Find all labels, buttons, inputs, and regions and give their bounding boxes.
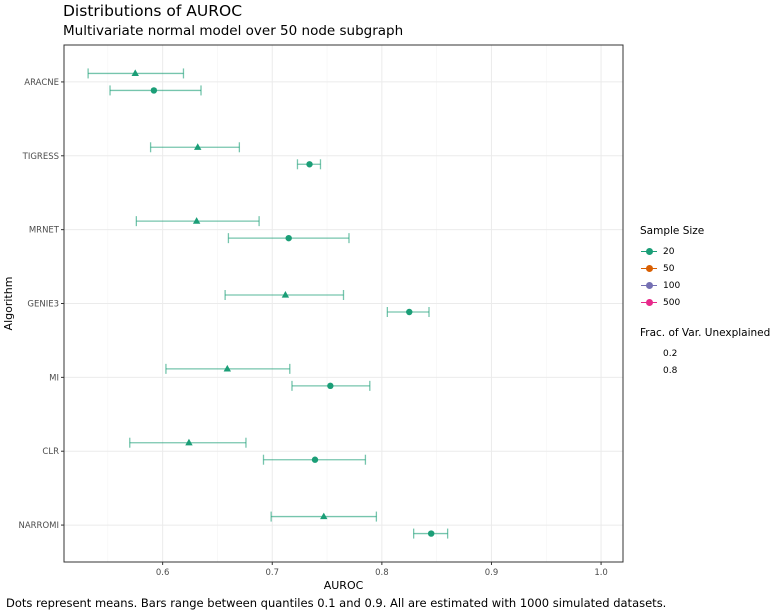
legend-item-50: 50 <box>640 260 770 277</box>
legend-label-frac-08: 0.8 <box>663 365 678 376</box>
legend-key-500 <box>640 294 658 311</box>
legend-key-frac-08 <box>640 362 658 379</box>
chart-marks <box>87 68 449 539</box>
mean-point-narromi <box>427 530 435 537</box>
mean-point-genie3 <box>406 308 413 316</box>
legend-title-sample-size: Sample Size <box>640 225 705 237</box>
y-tick-label-tigress: TIGRESS <box>22 152 59 162</box>
y-tick-label-mi: MI <box>49 373 59 383</box>
x-tick-label: 1.0 <box>594 568 608 578</box>
series-frac-0.8 <box>87 68 378 522</box>
legend-item-20: 20 <box>640 243 770 260</box>
legend-item-frac-08: 0.8 <box>640 362 770 379</box>
legend-title-frac: Frac. of Var. Unexplained <box>640 327 771 339</box>
chart-title: Distributions of AUROC <box>63 2 243 20</box>
legend-label-20: 20 <box>663 246 675 257</box>
legend-key-frac-02 <box>640 345 658 362</box>
mean-point-clr <box>185 438 193 446</box>
grid <box>64 45 623 562</box>
x-tick-label: 0.8 <box>375 568 389 578</box>
legend-key-20 <box>640 243 658 260</box>
legend-frac-section: Frac. of Var. Unexplained 0.2 0.8 <box>640 327 770 379</box>
y-tick-label-aracne: ARACNE <box>24 78 59 88</box>
chart-subtitle: Multivariate normal model over 50 node s… <box>63 23 404 39</box>
x-axis-label: AUROC <box>324 579 364 592</box>
legend-key-100 <box>640 277 658 294</box>
mean-point-mi <box>223 364 232 372</box>
x-tick-label: 0.9 <box>485 568 499 578</box>
mean-point-mi <box>327 382 334 390</box>
legend: Sample Size 20 50 100 500 Frac. of Var. … <box>640 225 770 379</box>
legend-item-500: 500 <box>640 294 770 311</box>
x-axis: 0.6 0.7 0.8 0.9 1.0 <box>156 562 608 578</box>
mean-point-mrnet <box>192 217 201 224</box>
x-tick-label: 0.6 <box>156 568 170 578</box>
mean-point-mrnet <box>285 234 292 242</box>
legend-item-frac-02: 0.2 <box>640 345 770 362</box>
mean-point-narromi <box>320 512 328 520</box>
y-axis: ARACNE TIGRESS MRNET GENIE3 MI CLR NARROMI <box>18 78 64 531</box>
chart-caption: Dots represent means. Bars range between… <box>6 596 667 610</box>
legend-label-50: 50 <box>663 263 675 274</box>
mean-point-genie3 <box>281 291 290 298</box>
mean-point-aracne <box>150 87 158 94</box>
y-tick-label-clr: CLR <box>42 447 59 457</box>
legend-label-500: 500 <box>663 297 681 308</box>
mean-point-tigress <box>194 143 202 150</box>
y-tick-label-mrnet: MRNET <box>29 226 60 236</box>
y-tick-label-genie3: GENIE3 <box>27 300 59 310</box>
legend-label-frac-02: 0.2 <box>663 348 678 359</box>
legend-sample-size-items: 20 50 100 500 <box>640 243 770 311</box>
y-axis-label: Algorithm <box>2 277 15 331</box>
legend-item-100: 100 <box>640 277 770 294</box>
y-tick-label-narromi: NARROMI <box>18 521 59 531</box>
mean-point-clr <box>311 456 319 463</box>
mean-point-tigress <box>306 161 313 168</box>
series-frac-0.2 <box>109 85 449 539</box>
mean-point-aracne <box>131 69 139 77</box>
legend-key-50 <box>640 260 658 277</box>
x-tick-label: 0.7 <box>265 568 279 578</box>
legend-label-100: 100 <box>663 280 681 291</box>
